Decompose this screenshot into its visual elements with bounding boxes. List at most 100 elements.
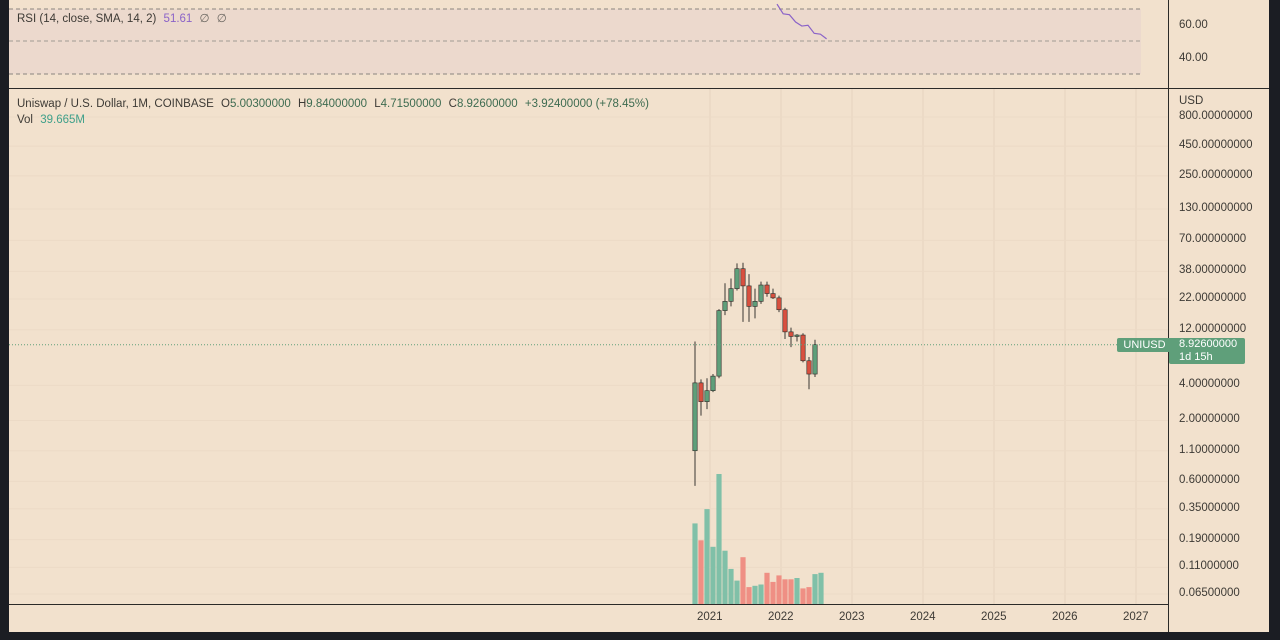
rsi-band-fill bbox=[9, 9, 1141, 74]
rsi-value: 51.61 bbox=[163, 13, 193, 25]
volume-bar bbox=[812, 574, 818, 604]
volume-bar bbox=[704, 509, 710, 604]
volume-bar bbox=[710, 546, 716, 604]
current-price-box: 8.92600000 1d 15h bbox=[1169, 338, 1245, 364]
symbol-legend: Uniswap / U.S. Dollar, 1M, COINBASE O5.0… bbox=[17, 98, 653, 110]
volume-bar bbox=[698, 540, 704, 604]
price-axis-label: 0.60000000 bbox=[1179, 474, 1240, 487]
volume-bar bbox=[746, 587, 752, 604]
price-axis-label: 800.00000000 bbox=[1179, 110, 1253, 122]
volume-bar bbox=[722, 550, 728, 604]
volume-layer bbox=[692, 474, 824, 604]
price-axis-label: 0.06500000 bbox=[1179, 587, 1240, 599]
pane-divider[interactable] bbox=[9, 88, 1269, 89]
price-axis-label: 22.00000000 bbox=[1179, 292, 1247, 304]
symbol-price-tag: UNIUSD bbox=[1117, 338, 1172, 352]
candle-body bbox=[770, 293, 776, 299]
volume-bar bbox=[788, 579, 794, 604]
symbol-title[interactable]: Uniswap / U.S. Dollar, 1M, COINBASE bbox=[17, 98, 214, 110]
rsi-axis-label: 60.00 bbox=[1179, 19, 1208, 31]
price-pane[interactable]: Uniswap / U.S. Dollar, 1M, COINBASE O5.0… bbox=[9, 89, 1168, 604]
candle-body bbox=[704, 390, 710, 402]
volume-bar bbox=[770, 581, 776, 604]
candle-body bbox=[764, 284, 770, 294]
candle-body bbox=[806, 360, 812, 375]
volume-bar bbox=[800, 588, 806, 604]
rsi-settings-icon[interactable]: ∅ bbox=[216, 13, 227, 25]
candle-body bbox=[800, 334, 806, 362]
price-axis-label: 70.00000000 bbox=[1179, 233, 1247, 246]
current-price-value: 8.92600000 bbox=[1179, 338, 1238, 350]
time-axis-label: 2021 bbox=[697, 611, 723, 623]
volume-bar bbox=[806, 587, 812, 604]
price-axis[interactable]: USD 800.00000000 450.00000000 250.00000000… bbox=[1169, 89, 1269, 632]
change-value: +3.92400000 (+78.45%) bbox=[524, 98, 649, 110]
time-axis-label: 2022 bbox=[768, 611, 794, 623]
price-axis-label: 130.00000000 bbox=[1179, 202, 1253, 215]
candle-body bbox=[692, 382, 698, 452]
high-label: H bbox=[297, 98, 307, 110]
time-axis-divider bbox=[9, 604, 1169, 605]
price-axis-label: 450.00000000 bbox=[1179, 139, 1253, 152]
grid-layer bbox=[9, 89, 1168, 604]
time-axis-label: 2023 bbox=[839, 611, 865, 623]
candle-body bbox=[782, 309, 788, 333]
vol-value: 39.665M bbox=[40, 114, 85, 126]
volume-bar bbox=[776, 575, 782, 604]
candle-body bbox=[776, 297, 782, 311]
time-axis-label: 2025 bbox=[981, 611, 1007, 623]
price-axis-label: 250.00000000 bbox=[1179, 168, 1253, 181]
time-axis-label: 2027 bbox=[1123, 611, 1149, 623]
rsi-axis[interactable]: 60.00 40.00 bbox=[1169, 0, 1269, 88]
rsi-line bbox=[776, 3, 827, 40]
candle-layer bbox=[692, 262, 818, 486]
chart-window: RSI (14, close, SMA, 14, 2) 51.61 ∅ ∅ 60… bbox=[9, 0, 1269, 632]
rsi-axis-label: 40.00 bbox=[1179, 52, 1208, 64]
rsi-legend: RSI (14, close, SMA, 14, 2) 51.61 ∅ ∅ bbox=[17, 11, 231, 25]
volume-bar bbox=[758, 584, 764, 604]
volume-bar bbox=[734, 580, 740, 604]
price-axis-divider[interactable] bbox=[1168, 0, 1169, 632]
rsi-plot bbox=[9, 3, 1141, 75]
open-value: 5.00300000 bbox=[230, 98, 291, 110]
volume-bar bbox=[818, 572, 824, 604]
price-axis-label: 12.00000000 bbox=[1179, 322, 1247, 335]
price-axis-label: 2.00000000 bbox=[1179, 413, 1240, 426]
volume-bar bbox=[752, 585, 758, 604]
candle-body bbox=[716, 310, 722, 377]
price-axis-label: 0.19000000 bbox=[1179, 532, 1240, 545]
volume-bar bbox=[794, 578, 800, 604]
rsi-title: RSI (14, close, SMA, 14, 2) bbox=[17, 13, 157, 25]
volume-bar bbox=[728, 568, 734, 604]
candle-body bbox=[740, 268, 746, 287]
candle-body bbox=[698, 382, 704, 402]
candle-body bbox=[722, 301, 728, 311]
volume-bar bbox=[716, 474, 722, 604]
volume-bar bbox=[740, 557, 746, 604]
candle-body bbox=[728, 288, 734, 302]
price-axis-label: 38.00000000 bbox=[1179, 264, 1247, 277]
close-value: 8.92600000 bbox=[456, 98, 518, 110]
candle-body bbox=[794, 334, 800, 337]
candle-body bbox=[752, 301, 758, 307]
price-axis-label: 1.10000000 bbox=[1179, 443, 1240, 456]
rsi-pane[interactable]: RSI (14, close, SMA, 14, 2) 51.61 ∅ ∅ bbox=[9, 0, 1169, 88]
candle-body bbox=[758, 284, 764, 302]
close-label: C bbox=[448, 98, 457, 110]
volume-bar bbox=[764, 572, 770, 604]
rsi-visibility-icon[interactable]: ∅ bbox=[199, 13, 210, 25]
candle-body bbox=[788, 331, 794, 337]
currency-label: USD bbox=[1179, 95, 1204, 107]
price-axis-label: 0.35000000 bbox=[1179, 501, 1240, 514]
low-value: 4.71500000 bbox=[380, 98, 442, 110]
volume-bar bbox=[692, 523, 698, 604]
candle-body bbox=[710, 375, 716, 391]
price-axis-label: 4.00000000 bbox=[1179, 378, 1240, 391]
time-axis[interactable]: 2021 2022 2023 2024 2025 2026 2027 bbox=[9, 605, 1168, 632]
low-label: L bbox=[374, 98, 381, 110]
vol-label: Vol bbox=[17, 114, 33, 126]
volume-legend: Vol 39.665M bbox=[17, 114, 89, 126]
candle-body bbox=[734, 268, 740, 289]
bar-countdown: 1d 15h bbox=[1179, 351, 1213, 363]
candle-body bbox=[746, 285, 752, 307]
